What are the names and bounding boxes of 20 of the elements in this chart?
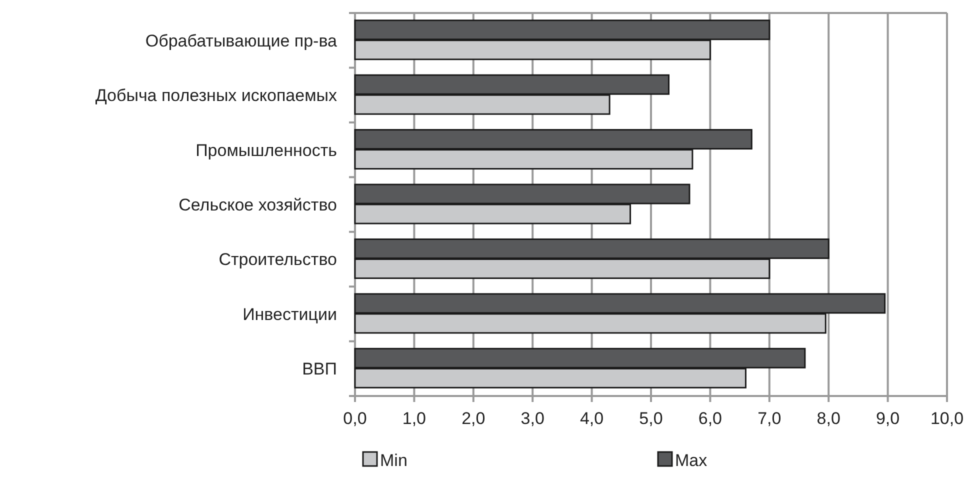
y-tick-label: Инвестиции	[242, 304, 337, 324]
y-tick-label: Строительство	[218, 250, 337, 270]
x-tick-label: 1,0	[402, 409, 426, 428]
x-tick-label: 6,0	[698, 409, 722, 428]
x-tick-label: 3,0	[520, 409, 544, 428]
x-tick-label: 0,0	[343, 409, 367, 428]
y-tick-label: Сельское хозяйство	[178, 196, 337, 214]
x-tick-label: 7,0	[758, 409, 782, 428]
legend-label: Max	[675, 451, 708, 470]
y-tick-label: Добыча полезных ископаемых	[95, 86, 338, 106]
x-tick-label: 4,0	[580, 409, 604, 428]
y-tick-label: Промышленность	[196, 140, 338, 160]
x-tick-label: 5,0	[639, 409, 663, 428]
y-tick-label: ВВП	[302, 360, 337, 379]
y-tick-label: Обрабатывающие пр-ва	[145, 31, 338, 50]
x-tick-label: 8,0	[816, 409, 840, 428]
x-tick-label: 10,0	[930, 409, 964, 428]
x-tick-label: 2,0	[462, 409, 486, 428]
legend-label: Min	[380, 451, 408, 470]
x-tick-label: 9,0	[876, 409, 900, 428]
